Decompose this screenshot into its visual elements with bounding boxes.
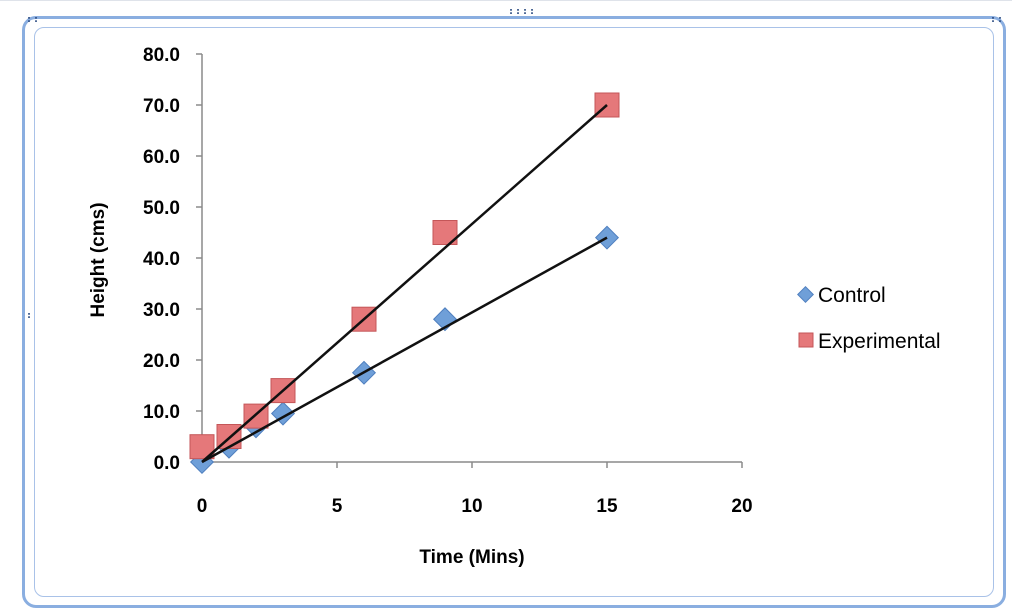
- y-tick-labels: 0.0 10.0 20.0 30.0 40.0 50.0 60.0 70.0 80.0: [143, 45, 180, 474]
- y-tick-label: 60.0: [143, 147, 180, 168]
- resize-handle-left[interactable]: :: [26, 310, 34, 321]
- trendline-experimental: [201, 104, 608, 463]
- legend-item-experimental[interactable]: Experimental: [798, 330, 941, 353]
- trendline-control: [201, 236, 608, 464]
- resize-handle-top[interactable]: ::::: [508, 6, 537, 17]
- legend-label-control: Control: [818, 284, 886, 307]
- x-tick-label: 10: [461, 496, 482, 517]
- chart-frame-inner-border: [34, 27, 994, 597]
- y-tick-label: 40.0: [143, 249, 180, 270]
- x-tick-labels: 0 5 10 15 20: [197, 496, 753, 517]
- y-tick-label: 10.0: [143, 402, 180, 423]
- resize-handle-top-right[interactable]: ::: [990, 14, 1005, 25]
- axes: [196, 53, 743, 468]
- y-tick-label: 30.0: [143, 300, 180, 321]
- y-axis-title: Height (cms): [88, 202, 109, 317]
- legend-label-experimental: Experimental: [818, 330, 941, 353]
- x-axis-title: Time (Mins): [419, 547, 524, 568]
- y-tick-label: 0.0: [154, 453, 180, 474]
- y-tick-label: 80.0: [143, 45, 180, 66]
- x-tick-label: 5: [332, 496, 343, 517]
- legend-item-control[interactable]: Control: [797, 284, 886, 307]
- legend[interactable]: Control Experimental: [797, 284, 941, 353]
- y-tick-label: 50.0: [143, 198, 180, 219]
- resize-handle-top-left[interactable]: ::: [26, 14, 41, 25]
- legend-marker-experimental: [798, 332, 814, 348]
- trendlines: [201, 104, 608, 464]
- y-tick-label: 20.0: [143, 351, 180, 372]
- x-tick-label: 20: [731, 496, 752, 517]
- x-tick-label: 0: [197, 496, 208, 517]
- legend-marker-control: [797, 286, 814, 303]
- x-tick-label: 15: [596, 496, 618, 517]
- chart-frame[interactable]: [22, 16, 1006, 608]
- y-tick-label: 70.0: [143, 96, 180, 117]
